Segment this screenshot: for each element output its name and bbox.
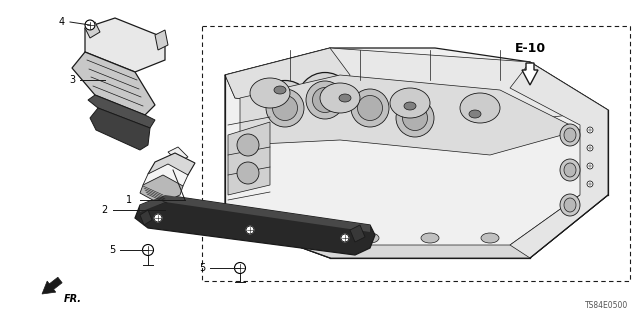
Text: FR.: FR. [64,294,82,304]
Ellipse shape [320,83,360,113]
Polygon shape [85,22,100,38]
Polygon shape [225,48,608,125]
Ellipse shape [306,81,344,119]
Text: 4: 4 [59,17,65,27]
Polygon shape [72,52,155,115]
Ellipse shape [361,233,379,243]
Ellipse shape [469,110,481,118]
Polygon shape [140,175,183,204]
Ellipse shape [404,102,416,110]
Circle shape [154,214,162,222]
Ellipse shape [237,162,259,184]
Ellipse shape [351,89,389,127]
Ellipse shape [403,106,428,130]
Ellipse shape [396,99,434,137]
Ellipse shape [339,94,351,102]
Ellipse shape [273,95,298,121]
Ellipse shape [250,78,290,108]
Ellipse shape [387,91,442,145]
Polygon shape [148,153,195,184]
Ellipse shape [358,95,383,121]
Circle shape [143,244,154,256]
Circle shape [341,234,349,242]
Text: 2: 2 [102,205,108,215]
Circle shape [587,181,593,187]
Polygon shape [225,48,350,112]
Polygon shape [225,195,608,258]
Ellipse shape [266,89,304,127]
Ellipse shape [237,134,259,156]
Circle shape [587,145,593,151]
Ellipse shape [460,93,500,123]
Circle shape [85,20,95,30]
Ellipse shape [560,159,580,181]
Ellipse shape [560,194,580,216]
Polygon shape [90,108,150,150]
Ellipse shape [301,233,319,243]
Polygon shape [168,147,188,162]
FancyArrow shape [522,63,538,85]
Ellipse shape [560,124,580,146]
Ellipse shape [564,198,576,212]
FancyArrow shape [42,277,62,294]
Polygon shape [225,48,608,258]
Polygon shape [350,225,365,242]
Ellipse shape [257,80,312,136]
Ellipse shape [298,72,353,128]
Text: 1: 1 [126,195,132,205]
Ellipse shape [274,86,286,94]
Text: 3: 3 [69,75,75,85]
Circle shape [587,163,593,169]
Polygon shape [240,75,580,155]
Polygon shape [155,30,168,50]
Polygon shape [510,62,608,258]
Polygon shape [88,95,155,128]
Polygon shape [135,195,375,255]
Ellipse shape [421,233,439,243]
Polygon shape [140,210,152,225]
Ellipse shape [312,87,337,113]
Text: 5: 5 [199,263,205,273]
Text: E-10: E-10 [515,42,545,55]
Polygon shape [228,122,270,195]
Circle shape [587,127,593,133]
Ellipse shape [481,233,499,243]
Ellipse shape [342,80,397,136]
Bar [202,26,630,281]
Polygon shape [85,18,165,72]
Ellipse shape [564,128,576,142]
Circle shape [246,226,254,234]
Text: TS84E0500: TS84E0500 [585,301,628,310]
Ellipse shape [390,88,430,118]
Text: 5: 5 [109,245,115,255]
Circle shape [234,263,246,273]
Polygon shape [143,164,188,195]
Ellipse shape [564,163,576,177]
Polygon shape [140,195,370,232]
